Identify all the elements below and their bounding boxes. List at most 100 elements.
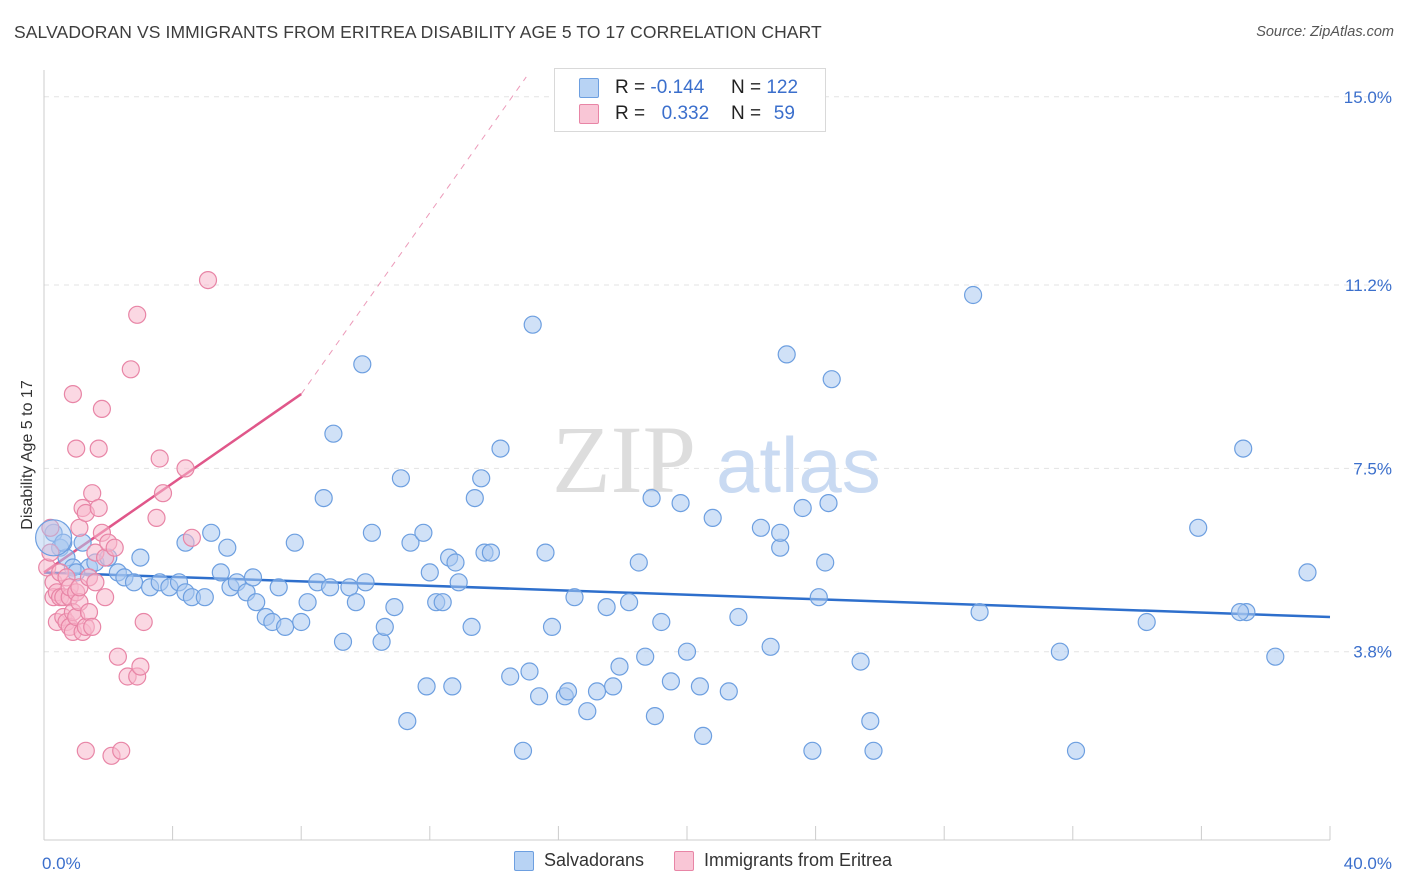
salvadorans-swatch: [513, 850, 534, 871]
salvadoran-point: [1230, 602, 1250, 622]
eritrea-point: [79, 602, 99, 622]
y-tick-label: 7.5%: [1353, 459, 1392, 478]
salvadoran-point: [211, 563, 230, 582]
salvadoran-point: [809, 588, 828, 607]
y-tick-label: 3.8%: [1353, 643, 1392, 662]
n-label: N =: [730, 103, 762, 124]
y-tick-labels: 3.8% 7.5% 11.2% 15.0%: [1344, 88, 1392, 662]
salvadoran-point: [970, 602, 989, 622]
salvadoran-point: [529, 687, 549, 706]
salvadoran-point: [690, 677, 710, 696]
salvadoran-point: [449, 573, 468, 592]
salvadoran-point: [1137, 612, 1156, 632]
trendlines: [43, 76, 1331, 619]
salvadoran-point: [321, 578, 340, 597]
eritrea-point: [83, 617, 102, 637]
salvadoran-point: [822, 370, 841, 389]
salvadoran-point: [819, 494, 838, 513]
eritrea-point: [128, 305, 147, 324]
eritrea-point: [153, 484, 173, 503]
watermark: ZIP atlas: [552, 406, 881, 513]
salvadoran-point: [816, 553, 835, 572]
legend-label: Salvadorans: [543, 850, 645, 870]
salvadoran-point: [353, 355, 372, 374]
salvadoran-point: [642, 489, 661, 508]
eritrea-point: [198, 271, 218, 290]
salvadoran-point: [851, 652, 870, 671]
salvadoran-point: [661, 672, 681, 691]
legend-item-eritrea[interactable]: Immigrants from Eritrea: [674, 850, 892, 871]
salvadoran-point: [803, 741, 822, 760]
eritrea-point: [92, 399, 112, 418]
legend-label: Immigrants from Eritrea: [704, 850, 893, 870]
y-tick-label: 15.0%: [1344, 88, 1392, 107]
salvadoran-point: [793, 498, 812, 518]
eritrea-point: [182, 528, 201, 547]
stats-row-salvadorans: R = -0.144 N = 122: [579, 75, 798, 101]
salvadoran-point: [703, 508, 722, 528]
salvadoran-point: [619, 593, 639, 612]
legend-item-salvadorans[interactable]: Salvadorans: [513, 850, 645, 871]
salvadoran-point: [1266, 647, 1285, 666]
eritrea-point: [63, 385, 83, 404]
n-label: N =: [730, 77, 762, 98]
salvadoran-point: [243, 568, 263, 587]
salvadoran-point: [446, 553, 465, 572]
stats-row-eritrea: R = 0.332 N = 59: [579, 101, 802, 127]
n-value: 59: [773, 103, 795, 124]
salvadoran-point: [565, 588, 584, 607]
salvadoran-point: [285, 533, 304, 552]
salvadoran-point: [195, 588, 214, 607]
eritrea-point: [121, 360, 140, 379]
chart-title: SALVADORAN VS IMMIGRANTS FROM ERITREA DI…: [14, 22, 822, 42]
salvadoran-point: [777, 345, 796, 364]
salvadoran-point: [346, 593, 365, 612]
x-tick-label-max: 40.0%: [1344, 854, 1392, 873]
salvadoran-point: [729, 607, 748, 627]
salvadoran-point: [401, 533, 420, 552]
salvadoran-point: [1189, 518, 1208, 537]
salvadoran-point: [465, 489, 484, 508]
salvadoran-point: [391, 469, 410, 488]
salvadoran-point: [292, 612, 311, 632]
salvadoran-point: [218, 538, 237, 557]
stats-legend: R = -0.144 N = 122 R = 0.332 N = 59: [554, 68, 826, 132]
salvadoran-point: [719, 682, 738, 701]
eritrea-point: [112, 741, 131, 760]
eritrea-point: [76, 741, 95, 760]
salvadoran-point: [523, 315, 542, 334]
salvadoran-point: [491, 439, 510, 458]
eritrea-swatch: [579, 104, 599, 124]
x-tick-label-min: 0.0%: [42, 854, 81, 873]
salvadoran-point: [131, 548, 150, 567]
salvadoran-point: [417, 677, 436, 696]
eritrea-point: [147, 508, 166, 528]
salvadoran-point: [861, 711, 880, 731]
eritrea-point: [86, 573, 105, 592]
salvadoran-point: [356, 573, 375, 592]
eritrea-point: [134, 612, 153, 632]
salvadoran-point: [298, 593, 317, 612]
salvadoran-point: [645, 706, 665, 726]
salvadoran-point: [677, 642, 697, 661]
eritrea-point: [131, 657, 150, 676]
salvadoran-point: [247, 593, 266, 612]
y-axis-label: Disability Age 5 to 17: [19, 380, 36, 530]
salvadoran-point: [398, 711, 417, 731]
salvadoran-point: [520, 662, 539, 681]
salvadoran-point: [433, 593, 452, 612]
r-value: -0.144: [650, 77, 705, 98]
salvadoran-point: [1066, 741, 1086, 760]
salvadoran-point: [1050, 642, 1070, 661]
salvadoran-point: [963, 285, 983, 305]
salvadoran-point: [276, 617, 295, 637]
salvadoran-point: [771, 523, 790, 542]
salvadoran-point: [629, 553, 648, 572]
eritrea-point: [41, 518, 60, 537]
salvadoran-point: [202, 523, 221, 542]
eritrea-swatch: [674, 850, 695, 871]
salvadoran-point: [124, 573, 144, 592]
n-value: 122: [766, 77, 799, 98]
salvadoran-point: [375, 617, 394, 637]
